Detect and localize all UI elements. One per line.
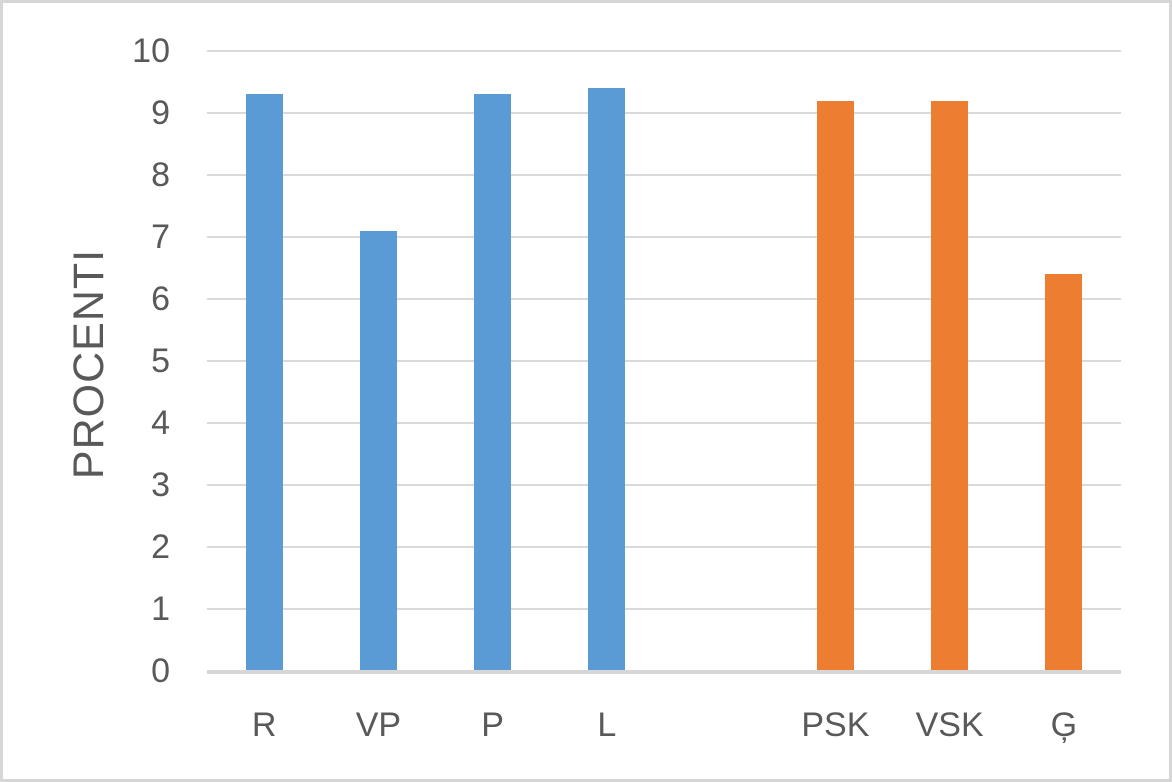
gridline-y-8 (207, 174, 1121, 176)
plot-area: 0 1 2 3 4 5 6 7 8 9 10 R VP P L PSK VSK Ģ (132, 32, 1121, 744)
x-axis-category-label-Ģ: Ģ (1050, 706, 1078, 744)
gridline-y-10 (207, 50, 1121, 52)
x-axis-category-label-L: L (597, 706, 617, 744)
x-axis-category-label-VSK: VSK (915, 706, 984, 744)
gridline-y-7 (207, 236, 1121, 238)
y-axis-tick-label-3: 3 (151, 466, 170, 504)
gridline-y-9 (207, 112, 1121, 114)
x-axis-line (207, 670, 1121, 674)
bar-L (588, 88, 626, 671)
gridline-y-1 (207, 608, 1121, 610)
bar-VP (359, 230, 397, 671)
bar-P (474, 94, 512, 671)
y-axis-tick-label-7: 7 (151, 218, 170, 256)
gridline-y-3 (207, 484, 1121, 486)
y-axis-tick-label-2: 2 (151, 528, 170, 566)
y-axis-tick-label-8: 8 (151, 156, 170, 194)
x-axis-category-label-PSK: PSK (801, 706, 870, 744)
gridline-y-5 (207, 360, 1121, 362)
y-axis-tick-label-9: 9 (151, 94, 170, 132)
y-axis-tick-label-6: 6 (151, 280, 170, 318)
gridline-y-6 (207, 298, 1121, 300)
y-axis-tick-label-0: 0 (151, 652, 170, 690)
bar-R (245, 94, 283, 671)
y-axis-tick-label-5: 5 (151, 342, 170, 380)
y-axis-tick-label-1: 1 (151, 590, 170, 628)
x-axis-category-label-P: P (481, 706, 504, 744)
bar-PSK (816, 100, 854, 671)
gridline-y-2 (207, 546, 1121, 548)
bar-VSK (931, 100, 969, 671)
y-axis-tick-label-4: 4 (151, 404, 170, 442)
gridline-y-4 (207, 422, 1121, 424)
x-axis-category-label-R: R (251, 706, 277, 744)
bar-Ģ (1045, 274, 1083, 671)
x-axis-category-label-VP: VP (355, 706, 402, 744)
y-axis-tick-label-10: 10 (132, 32, 170, 70)
